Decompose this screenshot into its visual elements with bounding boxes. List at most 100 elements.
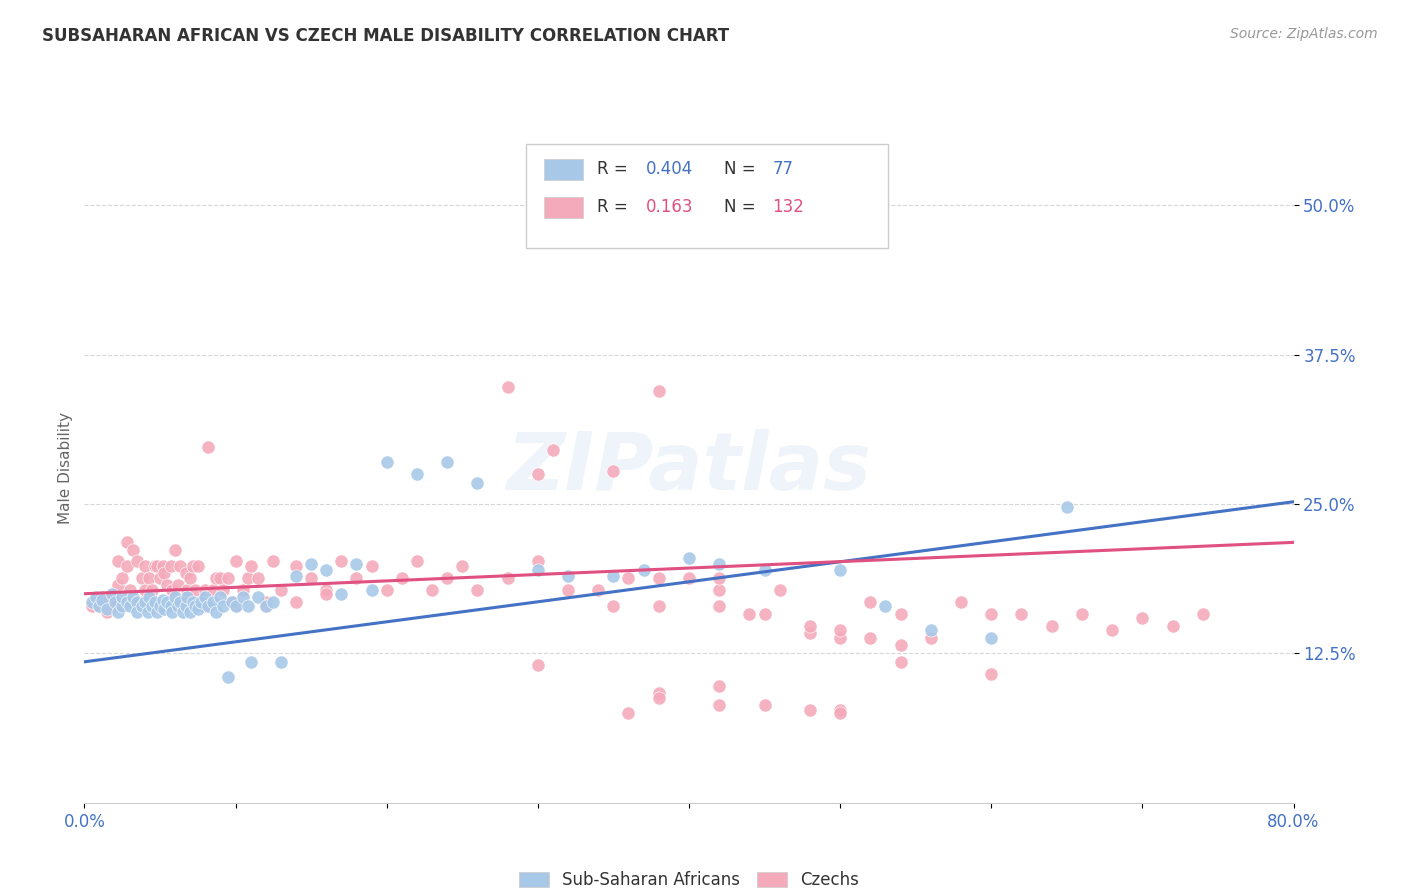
Point xyxy=(232,591,254,605)
Point xyxy=(187,559,209,574)
Point xyxy=(315,587,337,601)
Point xyxy=(557,583,579,598)
Point xyxy=(201,595,224,609)
Point xyxy=(187,602,209,616)
Point xyxy=(111,591,134,605)
Point xyxy=(270,583,292,598)
Point xyxy=(526,563,548,577)
Point xyxy=(950,595,973,609)
Point xyxy=(830,703,852,717)
Point xyxy=(163,591,186,605)
Point xyxy=(859,595,882,609)
Point xyxy=(436,455,458,469)
Point xyxy=(107,605,129,619)
Point xyxy=(239,559,262,574)
Point xyxy=(754,563,776,577)
Point xyxy=(360,583,382,598)
Point xyxy=(86,591,108,605)
Point xyxy=(197,440,219,454)
Point xyxy=(1130,610,1153,624)
Point xyxy=(315,563,337,577)
Point xyxy=(205,605,228,619)
Point xyxy=(174,566,197,581)
Point xyxy=(169,595,191,609)
Point xyxy=(496,571,519,585)
Point xyxy=(236,571,259,585)
Point xyxy=(160,583,183,598)
Point xyxy=(209,571,232,585)
Point xyxy=(190,595,212,609)
Point xyxy=(221,595,243,609)
Point xyxy=(1056,500,1078,514)
Point xyxy=(176,583,198,598)
Point xyxy=(920,623,942,637)
Point xyxy=(799,626,821,640)
Point xyxy=(647,690,671,705)
Point xyxy=(100,587,122,601)
Legend: Sub-Saharan Africans, Czechs: Sub-Saharan Africans, Czechs xyxy=(512,864,866,892)
Point xyxy=(96,595,118,609)
Point xyxy=(588,583,610,598)
Point xyxy=(212,583,235,598)
Point xyxy=(270,655,292,669)
Point xyxy=(225,554,247,568)
Point xyxy=(1101,623,1123,637)
Point xyxy=(754,698,776,712)
Text: SUBSAHARAN AFRICAN VS CZECH MALE DISABILITY CORRELATION CHART: SUBSAHARAN AFRICAN VS CZECH MALE DISABIL… xyxy=(42,27,730,45)
Point xyxy=(89,599,111,613)
Point xyxy=(406,467,429,482)
Point xyxy=(754,607,776,621)
Point xyxy=(284,559,308,574)
Point xyxy=(179,571,201,585)
Point xyxy=(375,455,398,469)
Point xyxy=(134,599,156,613)
Point xyxy=(181,559,204,574)
Y-axis label: Male Disability: Male Disability xyxy=(58,412,73,524)
Point xyxy=(467,583,489,598)
Point xyxy=(709,571,731,585)
Point xyxy=(91,592,114,607)
Point xyxy=(145,559,167,574)
Point xyxy=(96,602,118,616)
Point xyxy=(496,380,519,394)
Point xyxy=(451,559,474,574)
Point xyxy=(80,599,103,613)
Point xyxy=(104,599,127,613)
Point xyxy=(91,591,114,605)
Point xyxy=(167,599,190,613)
Point xyxy=(617,571,640,585)
Point xyxy=(145,595,167,609)
Point xyxy=(980,631,1002,645)
Point xyxy=(104,595,127,609)
Point xyxy=(225,599,247,613)
Point xyxy=(194,599,217,613)
Text: 77: 77 xyxy=(772,161,793,178)
Point xyxy=(738,607,761,621)
Point xyxy=(146,559,169,574)
Point xyxy=(1040,619,1063,633)
Point xyxy=(138,591,160,605)
Point xyxy=(678,225,700,239)
Point xyxy=(299,557,322,571)
Point xyxy=(134,583,156,598)
Point xyxy=(225,599,247,613)
Point xyxy=(156,595,179,609)
Point xyxy=(678,550,700,565)
Point xyxy=(179,605,201,619)
Text: R =: R = xyxy=(598,161,633,178)
Point xyxy=(526,554,548,568)
Point xyxy=(107,578,129,592)
Text: N =: N = xyxy=(724,161,761,178)
Point xyxy=(330,554,353,568)
Point xyxy=(159,559,181,574)
Point xyxy=(375,583,398,598)
Point xyxy=(217,670,239,684)
Point xyxy=(602,569,624,583)
Point xyxy=(830,631,852,645)
Bar xyxy=(544,197,582,219)
Point xyxy=(153,602,176,616)
Point xyxy=(172,595,194,609)
Point xyxy=(141,599,163,613)
Point xyxy=(209,591,232,605)
Point xyxy=(709,698,731,712)
